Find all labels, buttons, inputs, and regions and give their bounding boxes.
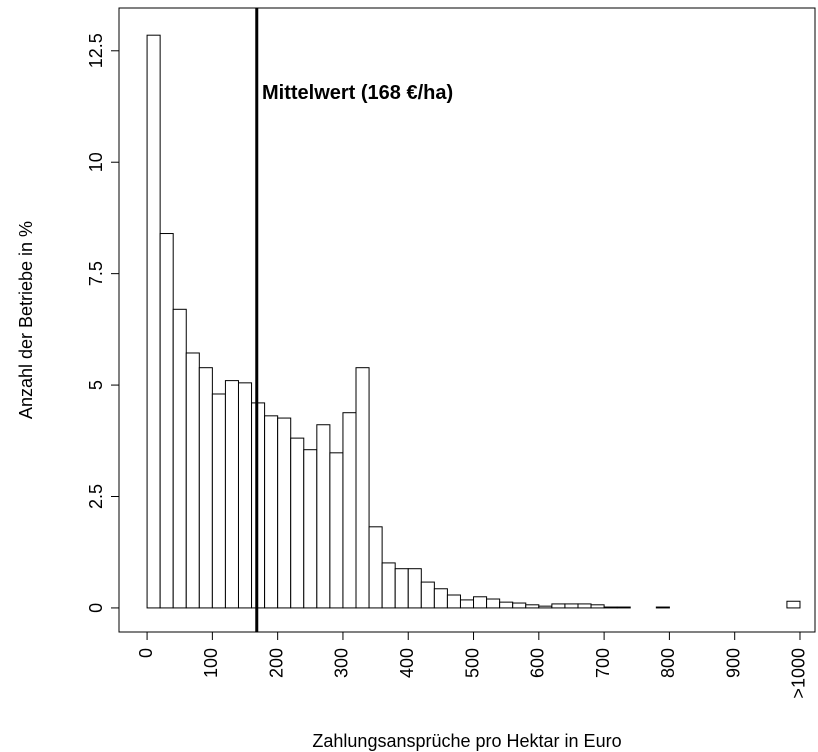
x-tick-label: >1000	[789, 648, 809, 699]
x-axis-label: Zahlungsansprüche pro Hektar in Euro	[312, 731, 621, 751]
bar	[368, 526, 383, 609]
bar	[185, 352, 200, 609]
x-tick-label: 0	[136, 648, 156, 658]
bar	[355, 367, 370, 609]
x-tick-label: 300	[332, 648, 352, 678]
bar	[786, 600, 801, 609]
bar	[211, 393, 226, 609]
bar	[290, 437, 305, 609]
bar	[564, 603, 579, 609]
bar	[616, 606, 631, 609]
bar	[159, 233, 174, 609]
bar	[512, 602, 527, 609]
bar	[525, 604, 540, 609]
bar	[655, 606, 670, 609]
x-tick-label: 700	[593, 648, 613, 678]
x-tick-label: 900	[723, 648, 743, 678]
bar	[577, 603, 592, 609]
bar	[603, 606, 618, 609]
y-tick-label: 12.5	[86, 33, 106, 68]
bar	[433, 588, 448, 609]
bar	[172, 308, 187, 609]
x-tick-label: 200	[266, 648, 286, 678]
annotation: Mittelwert (168 €/ha)	[262, 82, 453, 104]
bar	[264, 415, 279, 609]
bar	[342, 412, 357, 609]
bar	[146, 34, 161, 609]
x-tick-label: 600	[528, 648, 548, 678]
bar	[538, 605, 553, 609]
y-tick-label: 5	[86, 380, 106, 390]
y-tick-label: 7.5	[86, 261, 106, 286]
x-tick-label: 100	[201, 648, 221, 678]
y-tick-label: 0	[86, 603, 106, 613]
bar	[459, 599, 475, 609]
x-tick-label: 500	[462, 648, 482, 678]
bar	[224, 380, 239, 609]
bar	[277, 417, 292, 609]
bar	[420, 581, 435, 609]
plot-frame	[118, 7, 816, 633]
bar	[486, 598, 501, 609]
bar	[394, 568, 409, 609]
bar	[499, 601, 514, 609]
y-tick-label: 2.5	[86, 484, 106, 509]
bar	[329, 452, 344, 609]
bar	[590, 604, 605, 609]
bar	[551, 603, 566, 609]
bar	[303, 449, 318, 609]
x-tick-label: 800	[658, 648, 678, 678]
y-tick-label: 10	[86, 152, 106, 172]
bar	[198, 367, 213, 609]
bar	[237, 382, 253, 609]
bar	[316, 424, 331, 609]
bar	[381, 562, 396, 609]
bar	[473, 596, 488, 609]
x-tick-label: 400	[397, 648, 417, 678]
bar	[407, 568, 422, 609]
y-axis-label: Anzahl der Betriebe in %	[16, 221, 36, 419]
bar	[446, 594, 461, 609]
